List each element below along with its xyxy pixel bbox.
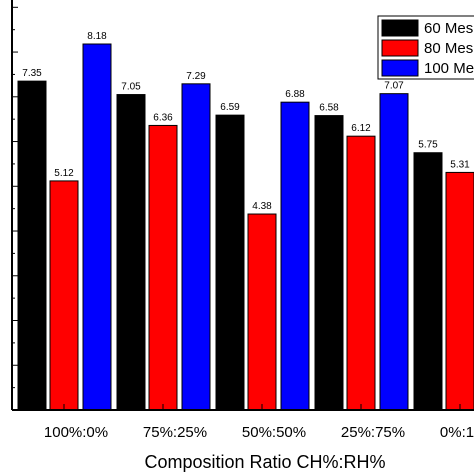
bar-80-mesh-4 xyxy=(445,171,474,411)
bar-value-label: 7.35 xyxy=(22,68,42,79)
bar-value-label: 7.07 xyxy=(384,81,404,92)
legend-swatch xyxy=(381,19,419,37)
bar-60-mesh-0 xyxy=(17,80,47,411)
bar-value-label: 8.18 xyxy=(87,31,107,42)
bar-value-label: 5.12 xyxy=(54,168,74,179)
bar-100-mesh-3 xyxy=(379,93,409,411)
bar-value-label: 4.38 xyxy=(252,201,272,212)
bar-value-label: 5.75 xyxy=(418,140,438,151)
bar-80-mesh-0 xyxy=(49,180,79,411)
legend-swatch xyxy=(381,39,419,57)
bar-value-label: 6.36 xyxy=(153,112,173,123)
bar-60-mesh-3 xyxy=(314,115,344,411)
bar-60-mesh-2 xyxy=(215,114,245,411)
bar-80-mesh-2 xyxy=(247,213,277,411)
legend-label: 80 Mesh xyxy=(424,40,474,57)
bar-100-mesh-2 xyxy=(280,101,310,411)
legend-label: 100 Mesh xyxy=(424,60,474,77)
legend-label: 60 Mesh xyxy=(424,20,474,37)
bar-value-label: 5.31 xyxy=(450,159,470,170)
bar-100-mesh-1 xyxy=(181,83,211,411)
x-tick-label: 100%:0% xyxy=(44,424,108,441)
x-axis-title: Composition Ratio CH%:RH% xyxy=(144,452,385,472)
bar-value-label: 6.58 xyxy=(319,103,339,114)
bar-value-label: 6.59 xyxy=(220,102,240,113)
bar-60-mesh-4 xyxy=(413,152,443,411)
bar-100-mesh-0 xyxy=(82,43,112,411)
bars-layer xyxy=(17,43,474,411)
x-tick-label: 0%:100% xyxy=(440,424,474,441)
data-labels-layer: 7.35 5.12 8.18 7.05 6.36 7.29 6.59 4.38 6.88 6.58… xyxy=(22,31,470,212)
bar-60-mesh-1 xyxy=(116,94,146,411)
bar-80-mesh-3 xyxy=(346,135,376,411)
bar-value-label: 7.05 xyxy=(121,82,141,93)
x-tick-label: 25%:75% xyxy=(341,424,405,441)
ticks-layer: 100%:0% 75%:25% 50%:50% 25%:75% 0%:100% xyxy=(11,6,474,441)
bar-value-label: 7.29 xyxy=(186,71,206,82)
axes-layer xyxy=(11,0,474,411)
legend-swatch xyxy=(381,59,419,77)
bar-80-mesh-1 xyxy=(148,124,178,411)
x-tick-label: 75%:25% xyxy=(143,424,207,441)
bar-value-label: 6.12 xyxy=(351,123,371,134)
x-tick-label: 50%:50% xyxy=(242,424,306,441)
legend: 60 Mesh 80 Mesh 100 Mesh xyxy=(377,15,474,80)
bar-value-label: 6.88 xyxy=(285,89,305,100)
